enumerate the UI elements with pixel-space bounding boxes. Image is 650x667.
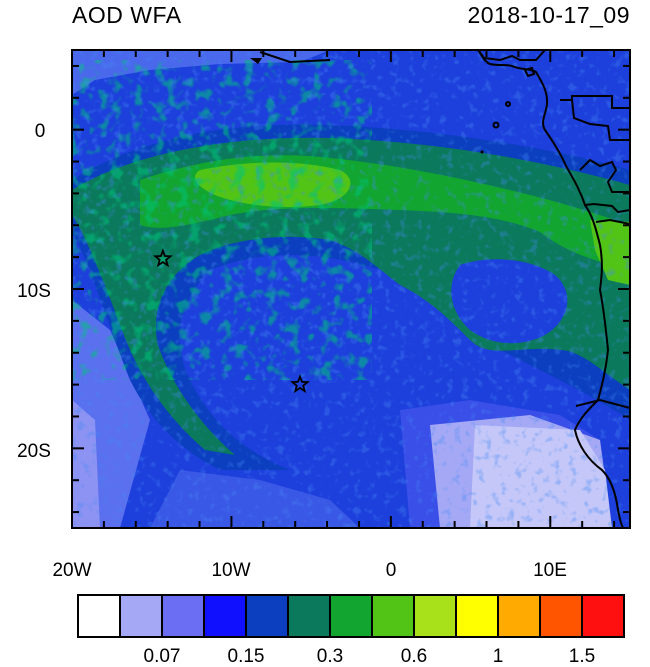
y-tick-label-10s: 10S [17, 281, 51, 302]
colorbar-tick-label: 1 [493, 646, 504, 667]
colorbar-box-6 [287, 594, 331, 638]
colorbar-box-4 [203, 594, 247, 638]
map-title: AOD WFA [72, 2, 182, 28]
x-tick-label-0: 0 [386, 560, 397, 581]
colorbar-tick-label: 1.5 [569, 646, 595, 667]
colorbar [77, 594, 625, 638]
colorbar-box-3 [161, 594, 205, 638]
colorbar-box-1 [77, 594, 121, 638]
colorbar-tick-label: 0.15 [228, 646, 265, 667]
colorbar-box-8 [371, 594, 415, 638]
colorbar-labels: 0.07 0.15 0.3 0.6 1 1.5 [144, 646, 596, 667]
star-marker-2 [290, 374, 310, 394]
y-tick-label-20s: 20S [17, 441, 51, 462]
colorbar-box-13 [581, 594, 625, 638]
axis-ticks [71, 50, 630, 528]
x-tick-label-10w: 10W [211, 560, 250, 581]
colorbar-box-10 [455, 594, 499, 638]
colorbar-box-7 [329, 594, 373, 638]
x-tick-label-20w: 20W [52, 560, 91, 581]
marker-layer [152, 248, 310, 394]
x-tick-label-10e: 10E [533, 560, 567, 581]
colorbar-box-2 [119, 594, 163, 638]
aod-field [72, 50, 630, 528]
colorbar-tick-label: 0.07 [144, 646, 181, 667]
y-tick-label-0: 0 [35, 121, 46, 142]
star-marker-1 [152, 248, 173, 268]
colorbar-box-11 [497, 594, 541, 638]
colorbar-box-9 [413, 594, 457, 638]
map-timestamp: 2018-10-17_09 [467, 2, 630, 28]
colorbar-box-5 [245, 594, 289, 638]
colorbar-box-12 [539, 594, 583, 638]
colorbar-tick-label: 0.6 [401, 646, 427, 667]
colorbar-tick-label: 0.3 [317, 646, 343, 667]
